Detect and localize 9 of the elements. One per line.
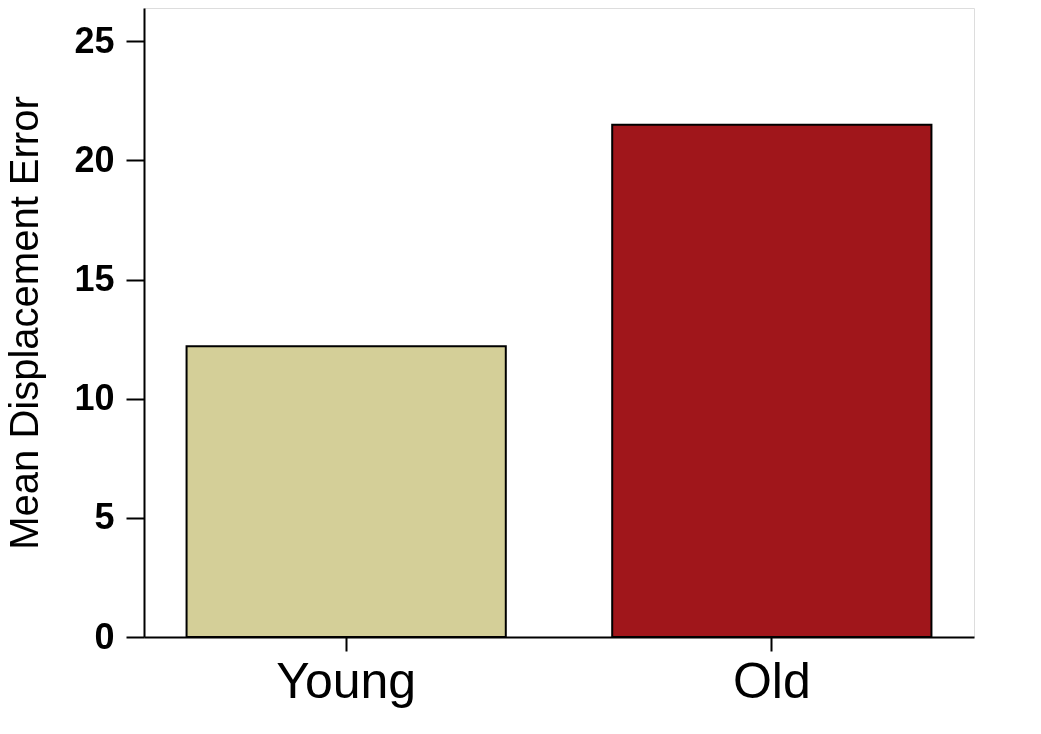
- x-tick-label: Young: [276, 652, 417, 709]
- y-tick-label: 20: [74, 138, 115, 180]
- x-tick-label: Old: [732, 652, 811, 709]
- y-tick-label: 15: [74, 258, 115, 300]
- y-tick-label: 10: [74, 377, 115, 419]
- y-tick-label: 25: [74, 19, 115, 61]
- y-tick-label: 0: [94, 615, 115, 657]
- y-axis-title: Mean Displacement Error: [2, 96, 47, 550]
- y-tick-label: 5: [94, 496, 115, 538]
